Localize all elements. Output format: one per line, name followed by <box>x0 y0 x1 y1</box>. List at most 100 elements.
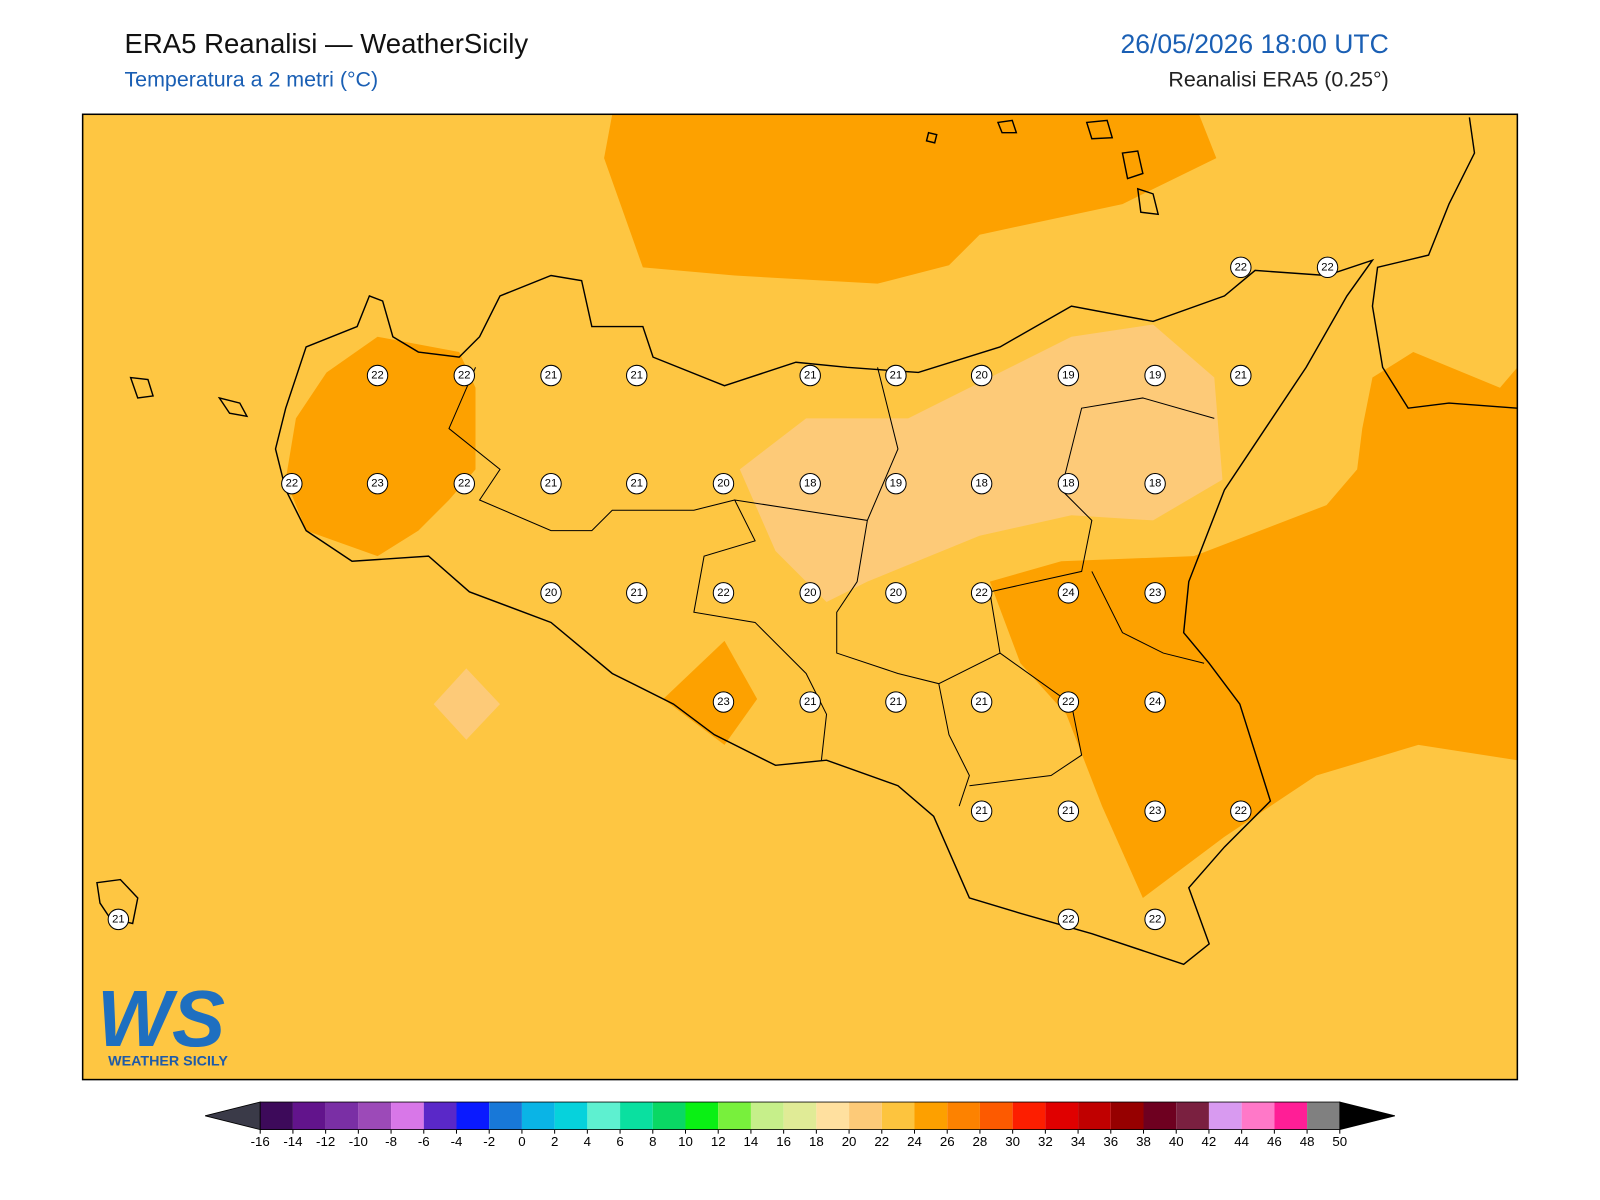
station: 20 <box>970 364 993 387</box>
station-value: 22 <box>1062 696 1074 708</box>
station-value: 21 <box>1235 370 1247 382</box>
station-marker <box>1230 364 1252 387</box>
station-value: 20 <box>717 478 729 490</box>
station-marker <box>1230 800 1252 822</box>
colorbar-segment <box>652 1102 686 1130</box>
colorbar-tick-label: -10 <box>349 1134 368 1149</box>
station: 22 <box>281 472 303 495</box>
colorbar-segment <box>1143 1102 1177 1130</box>
colorbar-tick-label: -14 <box>283 1134 302 1149</box>
station-marker <box>281 472 303 495</box>
logo-name: WEATHER SICILY <box>108 1053 228 1069</box>
station-marker <box>885 472 907 495</box>
station: 21 <box>885 364 907 387</box>
field-22-24 <box>663 640 758 745</box>
station: 22 <box>1057 908 1080 931</box>
colorbar-tick-label: 18 <box>809 1134 824 1149</box>
station-value: 22 <box>286 478 298 490</box>
station-value: 21 <box>890 370 902 382</box>
station-value: 23 <box>371 478 383 490</box>
colorbar-tick-label: 2 <box>551 1134 558 1149</box>
colorbar-segment <box>1110 1102 1144 1130</box>
station: 22 <box>453 472 475 495</box>
station: 21 <box>1057 800 1080 822</box>
station-marker <box>1230 256 1252 279</box>
colorbar-segment <box>587 1102 621 1130</box>
station-value: 20 <box>545 587 557 599</box>
colorbar-tick-label: 22 <box>874 1134 889 1149</box>
colorbar-tick-label: -8 <box>385 1134 397 1149</box>
colorbar-segment <box>1274 1102 1308 1130</box>
field-18-20 <box>739 324 1223 603</box>
station: 21 <box>970 800 993 822</box>
colorbar-segment <box>979 1102 1013 1130</box>
station: 22 <box>712 582 735 604</box>
station: 20 <box>712 472 735 495</box>
colorbar-segment <box>914 1102 948 1130</box>
colorbar-tick-label: 38 <box>1136 1134 1151 1149</box>
station-value: 20 <box>890 587 902 599</box>
station: 19 <box>1144 364 1166 387</box>
colorbar-segment <box>489 1102 522 1130</box>
station-value: 23 <box>1149 587 1161 599</box>
station-value: 22 <box>1149 913 1161 925</box>
colorbar-tick-label: -12 <box>316 1134 335 1149</box>
station: 22 <box>1057 691 1080 713</box>
colorbar-tick-label: 48 <box>1300 1134 1315 1149</box>
datetime: 26/05/2026 18:00 UTC <box>1120 29 1388 59</box>
station-marker <box>885 364 907 387</box>
colorbar-extend-high <box>1339 1101 1395 1131</box>
field-22-24 <box>285 336 476 557</box>
colorbar-segment <box>423 1102 457 1130</box>
station-value: 23 <box>717 696 729 708</box>
station: 22 <box>1230 800 1252 822</box>
colorbar-segment <box>947 1102 980 1130</box>
station-marker <box>1057 364 1080 387</box>
colorbar-tick-label: 50 <box>1332 1134 1347 1149</box>
station: 18 <box>970 472 993 495</box>
station: 21 <box>799 691 821 713</box>
islands <box>96 119 1160 925</box>
station: 21 <box>1230 364 1252 387</box>
station-value: 22 <box>717 587 729 599</box>
station-marker <box>970 582 993 604</box>
station: 20 <box>799 582 821 604</box>
colorbar-segment <box>718 1102 751 1130</box>
station-marker <box>1144 691 1166 713</box>
station-value: 21 <box>630 370 642 382</box>
colorbar-tick-label: 8 <box>649 1134 656 1149</box>
colorbar-tick-label: -16 <box>251 1134 270 1149</box>
station-value: 21 <box>112 913 124 925</box>
station-marker <box>712 691 735 713</box>
station-value: 18 <box>804 478 816 490</box>
borders <box>448 367 1215 807</box>
subtitle: Temperatura a 2 metri (°C) <box>124 68 378 92</box>
station-marker <box>626 472 648 495</box>
stations: 22 22 22 22 21 21 21 21 20 19 19 21 22 23 22 21 21 20 18 19… <box>107 256 1339 931</box>
station: 21 <box>626 472 648 495</box>
colorbar-tick-label: 14 <box>744 1134 759 1149</box>
field-22-24 <box>989 352 1518 898</box>
station-value: 21 <box>545 370 557 382</box>
station-marker <box>970 691 993 713</box>
colorbar-tick-label: 20 <box>842 1134 857 1149</box>
station-value: 21 <box>630 587 642 599</box>
colorbar-tick-label: 34 <box>1071 1134 1086 1149</box>
station-value: 24 <box>1062 587 1074 599</box>
station: 20 <box>885 582 907 604</box>
station-value: 19 <box>1149 370 1161 382</box>
station-value: 23 <box>1149 805 1161 817</box>
station: 23 <box>1144 582 1166 604</box>
colorbar-tick-label: 36 <box>1103 1134 1118 1149</box>
station-marker <box>885 582 907 604</box>
colorbar-segment <box>750 1102 784 1130</box>
station-value: 18 <box>1149 478 1161 490</box>
station-marker <box>366 364 389 387</box>
station-value: 21 <box>545 478 557 490</box>
station: 22 <box>453 364 475 387</box>
sicily-coast <box>274 258 1375 966</box>
station-marker <box>540 364 562 387</box>
station-value: 21 <box>804 696 816 708</box>
logo: WS WEATHER SICILY <box>97 974 228 1069</box>
